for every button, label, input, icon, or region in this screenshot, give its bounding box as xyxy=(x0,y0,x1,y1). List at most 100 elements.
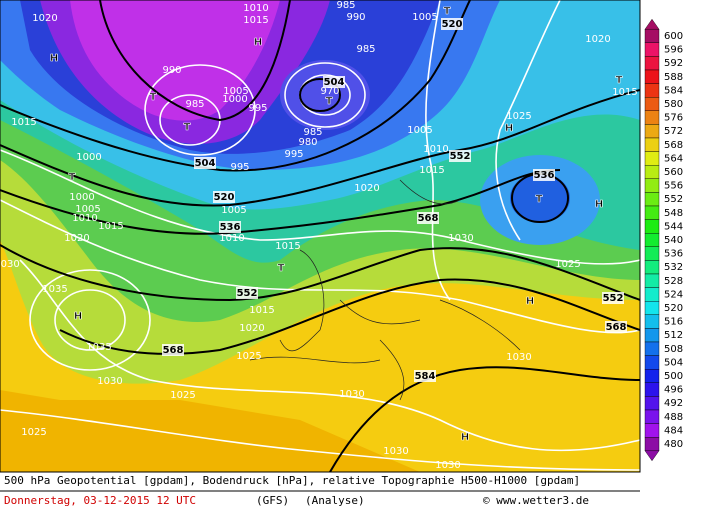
pressure-label: 1030 xyxy=(0,259,20,270)
colorbar-swatch xyxy=(644,110,660,125)
pressure-center: T xyxy=(184,122,191,133)
colorbar-swatch xyxy=(644,369,660,384)
pressure-label: 1030 xyxy=(448,233,473,244)
pressure-center: H xyxy=(505,123,513,134)
pressure-label: 1030 xyxy=(435,460,460,471)
pressure-label: 970 xyxy=(320,86,339,97)
colorbar-swatch xyxy=(644,260,660,275)
pressure-label: 990 xyxy=(162,65,181,76)
colorbar-swatch xyxy=(644,56,660,71)
colorbar-label: 556 xyxy=(664,181,683,192)
pressure-label: 1000 xyxy=(69,192,94,203)
colorbar-label: 516 xyxy=(664,317,683,328)
colorbar-label: 544 xyxy=(664,221,683,232)
map-frame xyxy=(0,0,641,473)
footer-run: (Analyse) xyxy=(305,494,365,507)
colorbar-label: 552 xyxy=(664,194,683,205)
colorbar-swatch xyxy=(644,396,660,411)
pressure-label: 990 xyxy=(346,12,365,23)
pressure-center: T xyxy=(278,263,285,274)
contour-label: 552 xyxy=(603,293,624,304)
colorbar-label: 500 xyxy=(664,371,683,382)
pressure-label: 1025 xyxy=(21,427,46,438)
contour-label-bg xyxy=(533,169,555,181)
isobars xyxy=(0,0,640,471)
colorbar-swatch xyxy=(644,137,660,152)
pressure-label: 1010 xyxy=(219,233,244,244)
colorbar-swatch xyxy=(644,328,660,343)
colorbar-swatch xyxy=(644,124,660,139)
pressure-label: 1005 xyxy=(75,204,100,215)
pressure-label: 1035 xyxy=(42,284,67,295)
colorbar-label: 592 xyxy=(664,58,683,69)
colorbar-swatch xyxy=(644,69,660,84)
pressure-center: H xyxy=(254,37,262,48)
colorbar-cap xyxy=(644,18,660,30)
colorbar-swatch xyxy=(644,314,660,329)
colorbar-swatch xyxy=(644,205,660,220)
pressure-center: H xyxy=(50,53,58,64)
contour-label: 568 xyxy=(163,345,184,356)
contour-label-bg xyxy=(194,157,216,169)
pressure-label: 1015 xyxy=(275,241,300,252)
contour-label: 536 xyxy=(220,222,241,233)
contour-label: 520 xyxy=(442,19,463,30)
contour-label: 568 xyxy=(418,213,439,224)
pressure-label: 1025 xyxy=(555,259,580,270)
colorbar-swatch xyxy=(644,219,660,234)
colorbar-label: 548 xyxy=(664,208,683,219)
contour-label-bg xyxy=(417,212,439,224)
footer-model: (GFS) xyxy=(256,494,289,507)
colorbar-label: 588 xyxy=(664,72,683,83)
colorbar-label: 584 xyxy=(664,85,683,96)
colorbar-label: 536 xyxy=(664,249,683,260)
pressure-label: 985 xyxy=(185,99,204,110)
contour-label-bg xyxy=(602,292,624,304)
pressure-center: H xyxy=(74,311,82,322)
contour-label: 536 xyxy=(534,170,555,181)
colorbar-swatch xyxy=(644,246,660,261)
colorbar-swatch xyxy=(644,301,660,316)
pressure-label: 1030 xyxy=(339,389,364,400)
map-area: 504 520 536 552 568 584 568 552 552 568 536 504 520 1… xyxy=(0,0,640,472)
contour-label-bg xyxy=(162,344,184,356)
pressure-label: 1020 xyxy=(32,13,57,24)
pressure-label: 1005 xyxy=(412,12,437,23)
contour-label: 504 xyxy=(195,158,216,169)
pressure-label: 1010 xyxy=(243,3,268,14)
pressure-center: T xyxy=(444,6,451,17)
colorbar-swatch xyxy=(644,42,660,57)
colorbar-label: 492 xyxy=(664,398,683,409)
pressure-label: 1030 xyxy=(97,376,122,387)
colorbar-label: 488 xyxy=(664,412,683,423)
contour-label-bg xyxy=(323,76,345,88)
pressure-label: 1020 xyxy=(585,34,610,45)
pressure-label: 1015 xyxy=(11,117,36,128)
colorbar-swatch xyxy=(644,287,660,302)
colorbar-swatch xyxy=(644,164,660,179)
coastlines xyxy=(249,179,521,401)
colorbar-swatch xyxy=(644,273,660,288)
colorbar-label: 596 xyxy=(664,45,683,56)
colorbar-label: 576 xyxy=(664,113,683,124)
colorbar-cap xyxy=(644,450,660,462)
pressure-label: 1005 xyxy=(407,125,432,136)
contour-label: 520 xyxy=(214,192,235,203)
colorbar-swatch xyxy=(644,409,660,424)
pressure-label: 1015 xyxy=(243,15,268,26)
pressure-label: 1010 xyxy=(423,144,448,155)
pressure-center: T xyxy=(69,172,76,183)
pressure-label: 1020 xyxy=(239,323,264,334)
colorbar-swatch xyxy=(644,423,660,438)
pressure-label: 995 xyxy=(284,149,303,160)
colorbar-swatch xyxy=(644,382,660,397)
pressure-label: 1015 xyxy=(249,305,274,316)
pressure-center: T xyxy=(150,92,157,103)
contour-label-bg xyxy=(449,150,471,162)
pressure-label: 1020 xyxy=(64,233,89,244)
footer-description: 500 hPa Geopotential [gpdam], Bodendruck… xyxy=(4,474,580,487)
colorbar-label: 580 xyxy=(664,99,683,110)
contour-label: 584 xyxy=(415,371,436,382)
footer-date: Donnerstag, 03-12-2015 12 UTC xyxy=(4,494,196,507)
